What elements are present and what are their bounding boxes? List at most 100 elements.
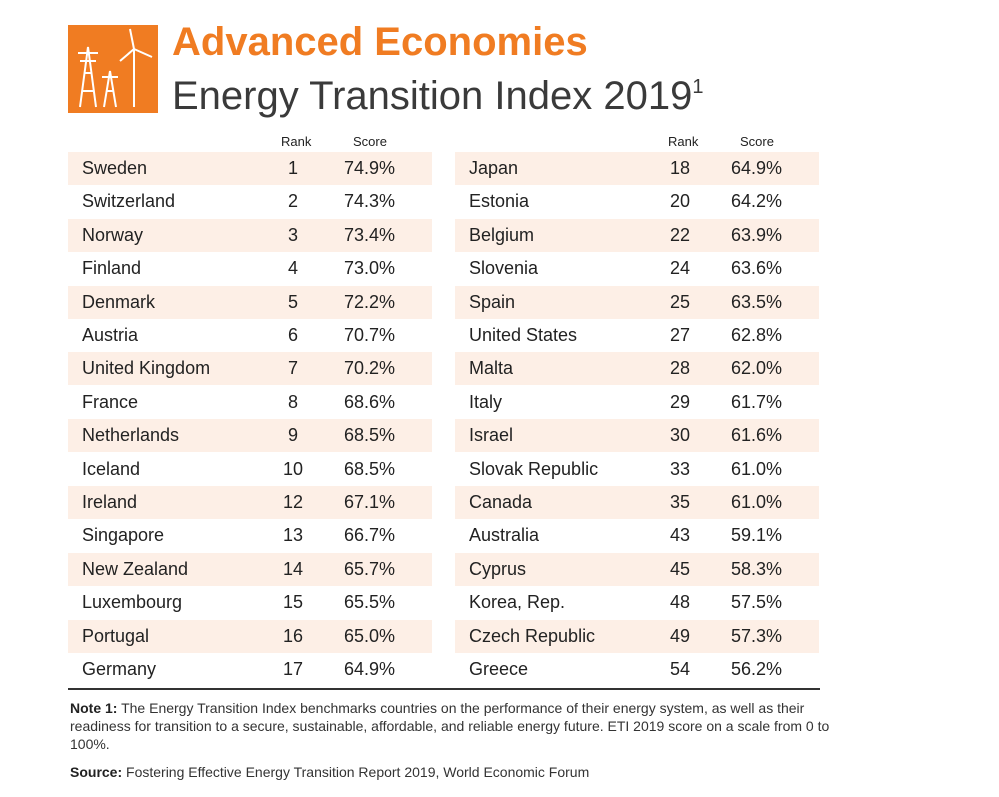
score: 73.4% xyxy=(344,224,396,245)
rank: 25 xyxy=(669,291,691,312)
score: 70.7% xyxy=(344,325,396,345)
table-row: Germany 17 64.9% xyxy=(68,653,432,686)
score: 65.5% xyxy=(344,592,396,613)
rank: 15 xyxy=(282,592,304,613)
rank: 28 xyxy=(669,358,691,379)
rank: 24 xyxy=(669,258,691,279)
rank: 30 xyxy=(669,425,691,446)
country: Switzerland xyxy=(82,191,176,212)
country: Czech Republic xyxy=(469,625,596,646)
rank: 9 xyxy=(287,425,298,446)
table-row: Spain 25 63.5% xyxy=(455,285,819,319)
table-row: Netherlands 9 68.5% xyxy=(68,419,432,453)
country: Ireland xyxy=(82,492,138,512)
table-row: Denmark 5 72.2% xyxy=(68,285,432,319)
score: 63.6% xyxy=(731,258,783,279)
rank: 7 xyxy=(287,358,298,379)
score: 67.1% xyxy=(344,492,396,512)
rank: 48 xyxy=(669,592,691,613)
rank: 5 xyxy=(287,291,298,312)
table-row: Austria 6 70.7% xyxy=(68,319,432,352)
country: United Kingdom xyxy=(82,358,211,379)
country: New Zealand xyxy=(82,558,189,579)
country: Netherlands xyxy=(82,425,180,446)
rank: 33 xyxy=(669,458,691,479)
country: Spain xyxy=(469,291,516,312)
table-row: Italy 29 61.7% xyxy=(455,386,819,419)
score: 65.0% xyxy=(344,625,396,646)
column-header: Rank xyxy=(668,134,699,149)
rank: 22 xyxy=(669,224,691,245)
rank: 10 xyxy=(282,458,304,479)
rank: 45 xyxy=(669,558,691,579)
country: Germany xyxy=(82,659,157,679)
country: Japan xyxy=(469,158,519,178)
column-header: Score xyxy=(740,134,774,149)
rank: 20 xyxy=(669,191,691,212)
table-row: Malta 28 62.0% xyxy=(455,352,819,386)
table-row: Cyprus 45 58.3% xyxy=(455,552,819,586)
source-text: Fostering Effective Energy Transition Re… xyxy=(126,764,590,780)
table-row: Slovak Republic 33 61.0% xyxy=(455,453,819,486)
table-row: Norway 3 73.4% xyxy=(68,218,432,252)
table-row: Canada 35 61.0% xyxy=(455,486,819,519)
country: France xyxy=(82,391,139,412)
country: United States xyxy=(469,325,578,345)
rank: 49 xyxy=(669,625,691,646)
table-row: Slovenia 24 63.6% xyxy=(455,252,819,285)
score: 68.5% xyxy=(344,425,396,446)
subtitle: Energy Transition Index 20191 xyxy=(172,74,703,119)
table-row: Israel 30 61.6% xyxy=(455,419,819,453)
country: Belgium xyxy=(469,224,535,245)
title: Advanced Economies xyxy=(172,20,588,64)
score: 65.7% xyxy=(344,558,396,579)
score: 56.2% xyxy=(731,659,783,679)
table-row: Iceland 10 68.5% xyxy=(68,453,432,486)
subtitle-text: Energy Transition Index 2019 xyxy=(172,74,693,118)
country: Iceland xyxy=(82,458,141,479)
rank: 14 xyxy=(282,558,304,579)
table-row: Portugal 16 65.0% xyxy=(68,619,432,653)
column-header: Rank xyxy=(281,134,312,149)
rank: 3 xyxy=(287,224,298,245)
table-row: Luxembourg 15 65.5% xyxy=(68,586,432,619)
country: Greece xyxy=(469,659,529,679)
country: Denmark xyxy=(82,291,156,312)
table-row: United States 27 62.8% xyxy=(455,319,819,352)
table-row: Switzerland 2 74.3% xyxy=(68,185,432,218)
table-row: New Zealand 14 65.7% xyxy=(68,552,432,586)
score: 73.0% xyxy=(344,258,396,279)
source: Source: Fostering Effective Energy Trans… xyxy=(70,763,830,781)
rank: 2 xyxy=(287,191,298,212)
rank: 16 xyxy=(282,625,304,646)
table-row: Belgium 22 63.9% xyxy=(455,218,819,252)
table-row: Singapore 13 66.7% xyxy=(68,519,432,552)
score: 68.6% xyxy=(344,391,396,412)
country: Portugal xyxy=(82,625,150,646)
note-label: Note 1: xyxy=(70,700,118,716)
score: 72.2% xyxy=(344,291,396,312)
score: 70.2% xyxy=(344,358,396,379)
score: 57.5% xyxy=(731,592,783,613)
rank: 29 xyxy=(669,391,691,412)
score: 58.3% xyxy=(731,558,783,579)
score: 61.0% xyxy=(731,492,783,512)
country: Italy xyxy=(469,391,503,412)
rank: 43 xyxy=(669,525,691,546)
table-row: Sweden 1 74.9% xyxy=(68,152,432,185)
score: 68.5% xyxy=(344,458,396,479)
rank: 27 xyxy=(669,325,691,345)
score: 61.0% xyxy=(731,458,783,479)
score: 63.5% xyxy=(731,291,783,312)
icon xyxy=(68,25,158,113)
country: Norway xyxy=(82,224,144,245)
score: 74.9% xyxy=(344,158,396,178)
rank: 54 xyxy=(669,659,691,679)
country: Austria xyxy=(82,325,139,345)
country: Cyprus xyxy=(469,558,527,579)
country: Slovak Republic xyxy=(469,458,599,479)
score: 59.1% xyxy=(731,525,783,546)
table-row: France 8 68.6% xyxy=(68,386,432,419)
column-header: Score xyxy=(353,134,387,149)
